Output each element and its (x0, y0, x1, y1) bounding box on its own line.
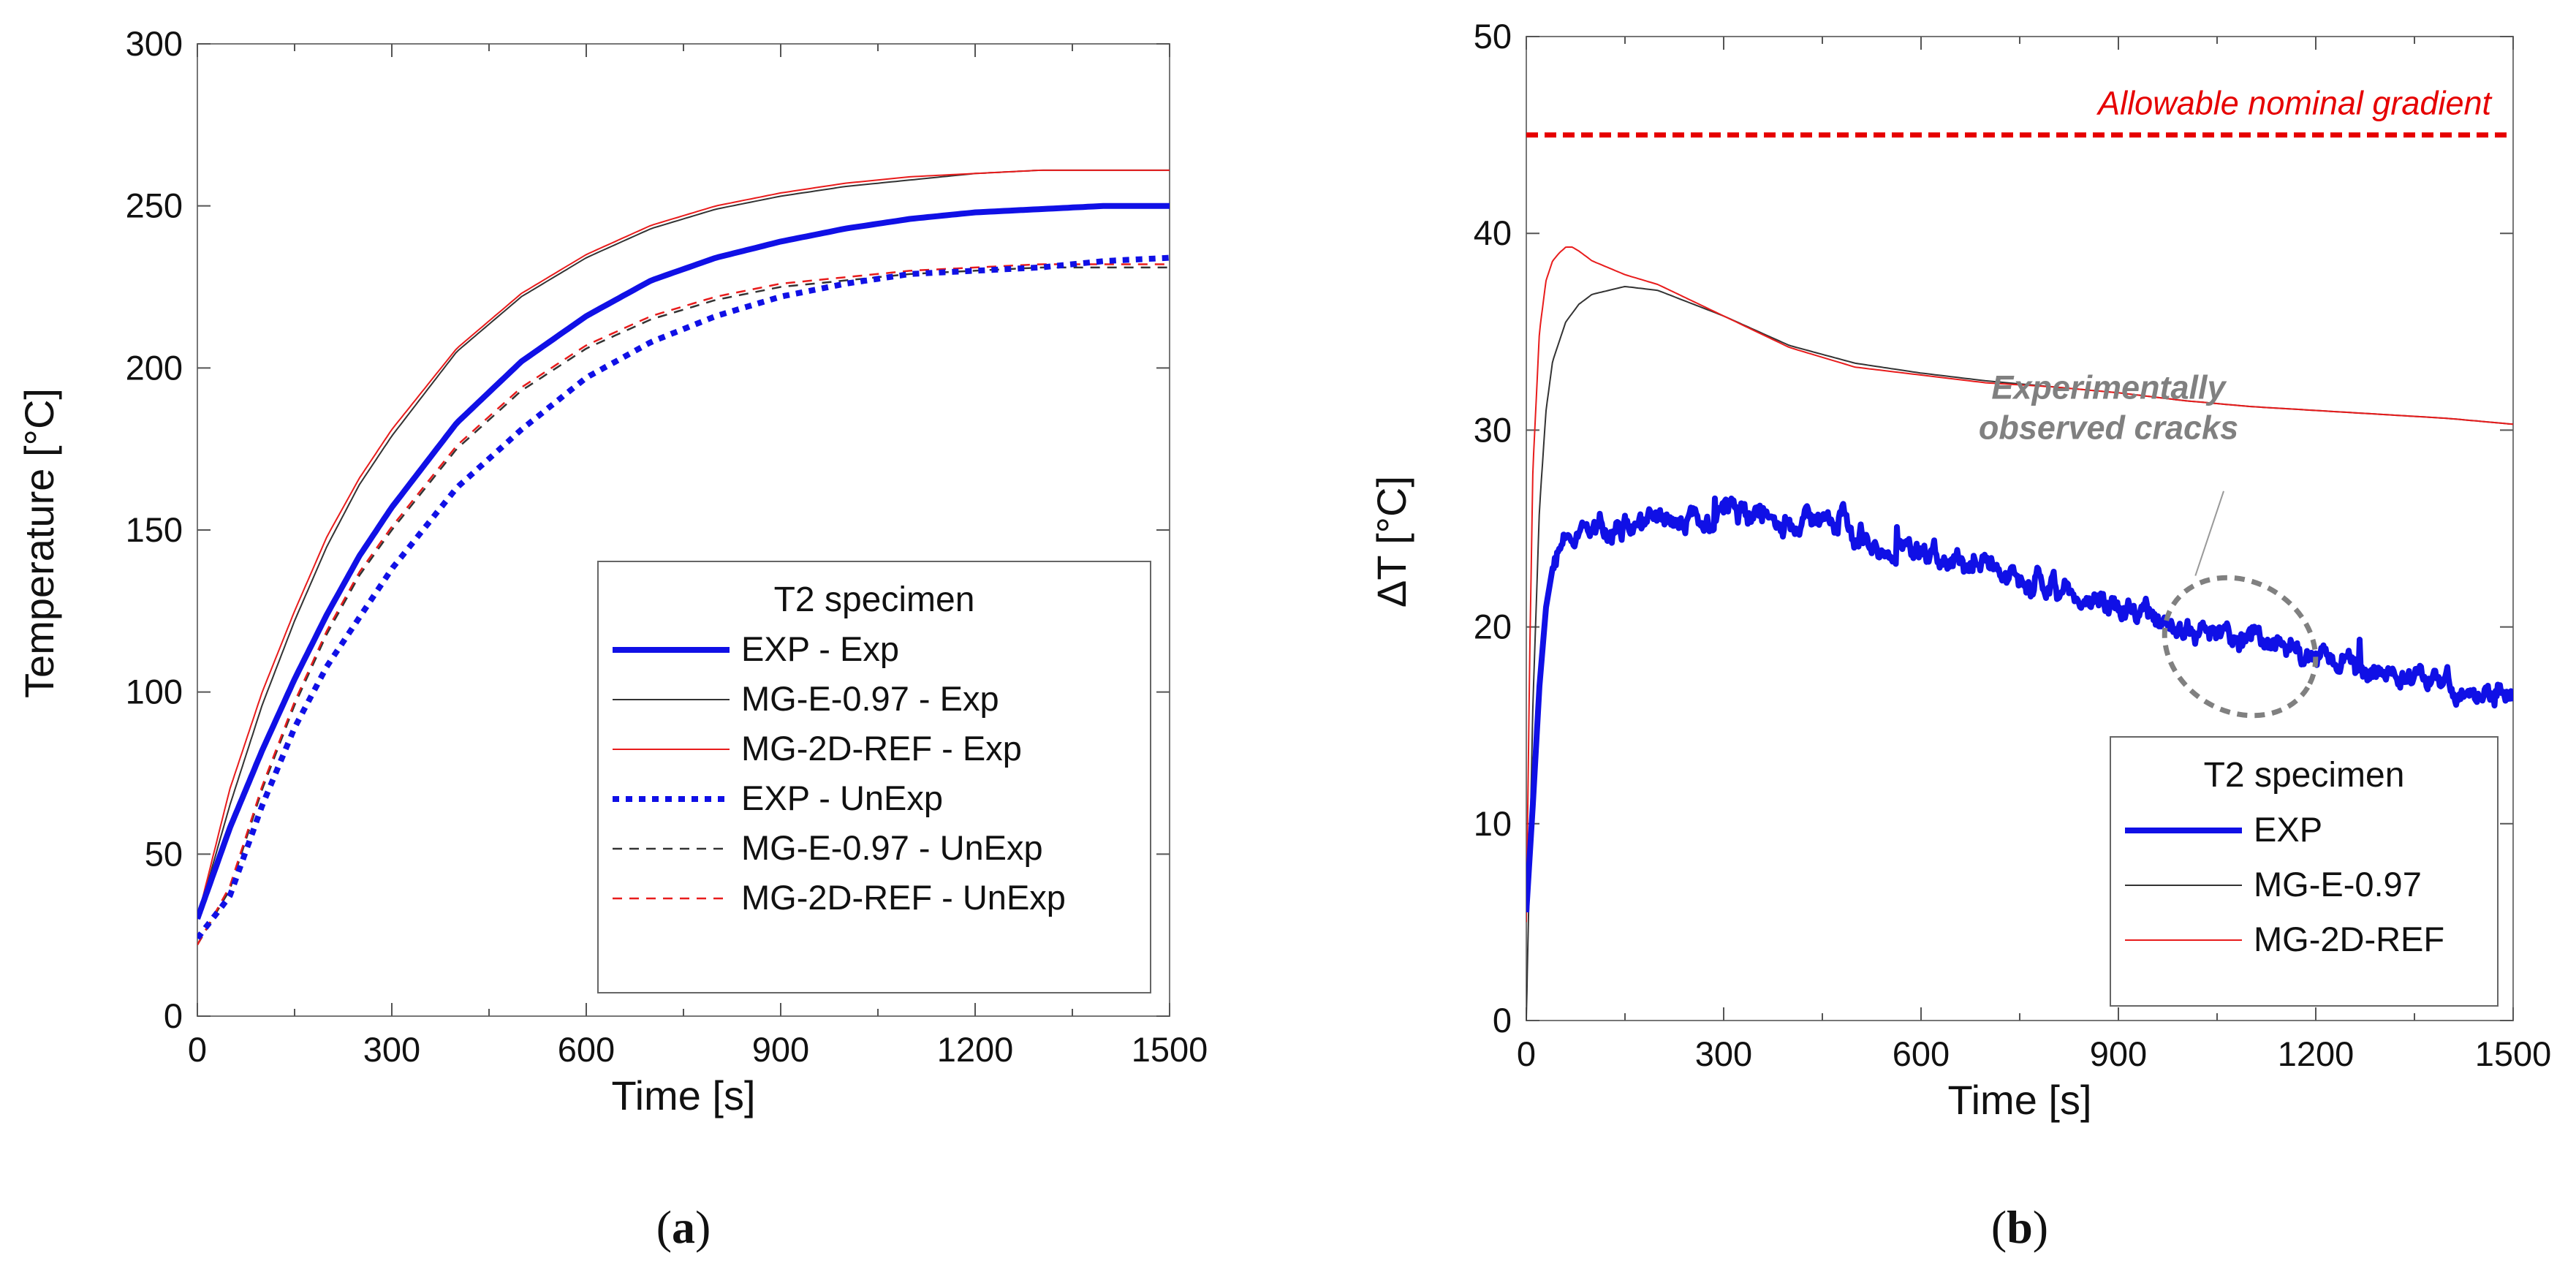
panel-b-series (1526, 246, 2513, 1021)
series-line-exp-unexp (197, 254, 1170, 942)
series-line-mg-e-0-97-exp (197, 169, 1170, 920)
panel-b-ticks: 0 300 600 900 1200 1500 0 10 20 30 40 50 (1474, 17, 2552, 1073)
x-tick-label: 900 (752, 1030, 809, 1069)
x-tick-label: 1500 (1132, 1030, 1208, 1069)
legend-box (2110, 736, 2499, 1007)
y-tick-label: 0 (1493, 1001, 1512, 1040)
series-line-exp (1526, 495, 2513, 913)
legend-entry-label: MG-2D-REF (2254, 920, 2444, 958)
y-tick-label: 20 (1474, 607, 1512, 646)
x-tick-label: 0 (188, 1030, 207, 1069)
panel-b-label-letter: b (2007, 1201, 2033, 1253)
series-line-mg-2d-ref-unexp (197, 263, 1170, 946)
panel-a-label-close: ) (695, 1201, 711, 1253)
legend-title: T2 specimen (774, 580, 975, 619)
cracks-ellipse (2162, 575, 2319, 719)
panel-a-x-axis-label: Time [s] (611, 1072, 755, 1118)
legend-entry-label: EXP (2254, 810, 2322, 849)
y-tick-label: 250 (126, 186, 183, 225)
panel-a-temperature-chart: 0 300 600 900 1200 1500 0 50 100 150 200 250 300 Tim… (16, 24, 1208, 1253)
panel-a-ticks: 0 300 600 900 1200 1500 0 50 100 150 200 250 300 (126, 24, 1208, 1069)
legend-entry-label: MG-E-0.97 (2254, 865, 2422, 904)
x-tick-label: 600 (558, 1030, 615, 1069)
cracks-annotation-line: Experimentally (1991, 368, 2227, 406)
panel-b-label: (b) (1991, 1201, 2048, 1253)
panel-a-label-letter: a (672, 1201, 695, 1253)
cracks-leader-line (2194, 491, 2224, 576)
panel-b-y-axis-label: ΔT [°C] (1368, 476, 1414, 607)
series-line-mg-e-0-97-unexp (197, 266, 1170, 946)
panel-a-series (197, 169, 1170, 946)
legend-entry-label: MG-2D-REF - Exp (741, 729, 1022, 768)
legend-box (597, 561, 1151, 993)
y-tick-label: 200 (126, 348, 183, 387)
x-tick-label: 1200 (2278, 1034, 2355, 1073)
x-tick-label: 0 (1517, 1034, 1536, 1073)
panel-a-label-open: ( (656, 1201, 672, 1253)
panel-b-delta-t-chart: 0 300 600 900 1200 1500 0 10 20 30 40 50 Allowable … (1368, 17, 2551, 1253)
panel-b-x-axis-label: Time [s] (1947, 1077, 2091, 1123)
x-tick-label: 900 (2090, 1034, 2147, 1073)
y-tick-label: 100 (126, 673, 183, 711)
panel-b-label-open: ( (1991, 1201, 2007, 1253)
panel-b-legend: T2 specimen EXP MG-E-0.97 MG-2D-REF (2110, 736, 2499, 1007)
allowable-gradient-label: Allowable nominal gradient (2096, 85, 2493, 122)
legend-entry-label: MG-E-0.97 - Exp (741, 679, 999, 718)
x-tick-label: 600 (1893, 1034, 1950, 1073)
legend-entry-label: MG-2D-REF - UnExp (741, 878, 1066, 917)
panel-b-label-close: ) (2033, 1201, 2048, 1253)
y-tick-label: 40 (1474, 213, 1512, 252)
y-tick-label: 150 (126, 510, 183, 549)
cracks-annotation-line: observed cracks (1979, 409, 2238, 446)
y-tick-label: 300 (126, 24, 183, 63)
panel-a-y-axis-label: Temperature [°C] (16, 388, 62, 698)
legend-entry-label: EXP - UnExp (741, 779, 943, 817)
x-tick-label: 300 (363, 1030, 420, 1069)
legend-entry-label: EXP - Exp (741, 629, 899, 668)
y-tick-label: 30 (1474, 410, 1512, 449)
x-tick-label: 1500 (2475, 1034, 2552, 1073)
panel-a-legend: T2 specimen EXP - Exp MG-E-0.97 - Exp MG-2D… (597, 561, 1151, 993)
y-tick-label: 10 (1474, 804, 1512, 843)
series-line-exp-exp (197, 202, 1170, 922)
legend-entry-label: MG-E-0.97 - UnExp (741, 828, 1043, 867)
x-tick-label: 1200 (937, 1030, 1014, 1069)
panel-a-label: (a) (656, 1201, 711, 1253)
x-tick-label: 300 (1695, 1034, 1752, 1073)
y-tick-label: 50 (145, 834, 183, 873)
legend-title: T2 specimen (2204, 756, 2405, 795)
y-tick-label: 0 (164, 996, 183, 1035)
series-line-mg-2d-ref (1526, 246, 2513, 923)
panel-b-annotations: Allowable nominal gradient Experimentally… (1526, 85, 2513, 719)
y-tick-label: 50 (1474, 17, 1512, 56)
series-line-mg-2d-ref-exp (197, 169, 1170, 920)
